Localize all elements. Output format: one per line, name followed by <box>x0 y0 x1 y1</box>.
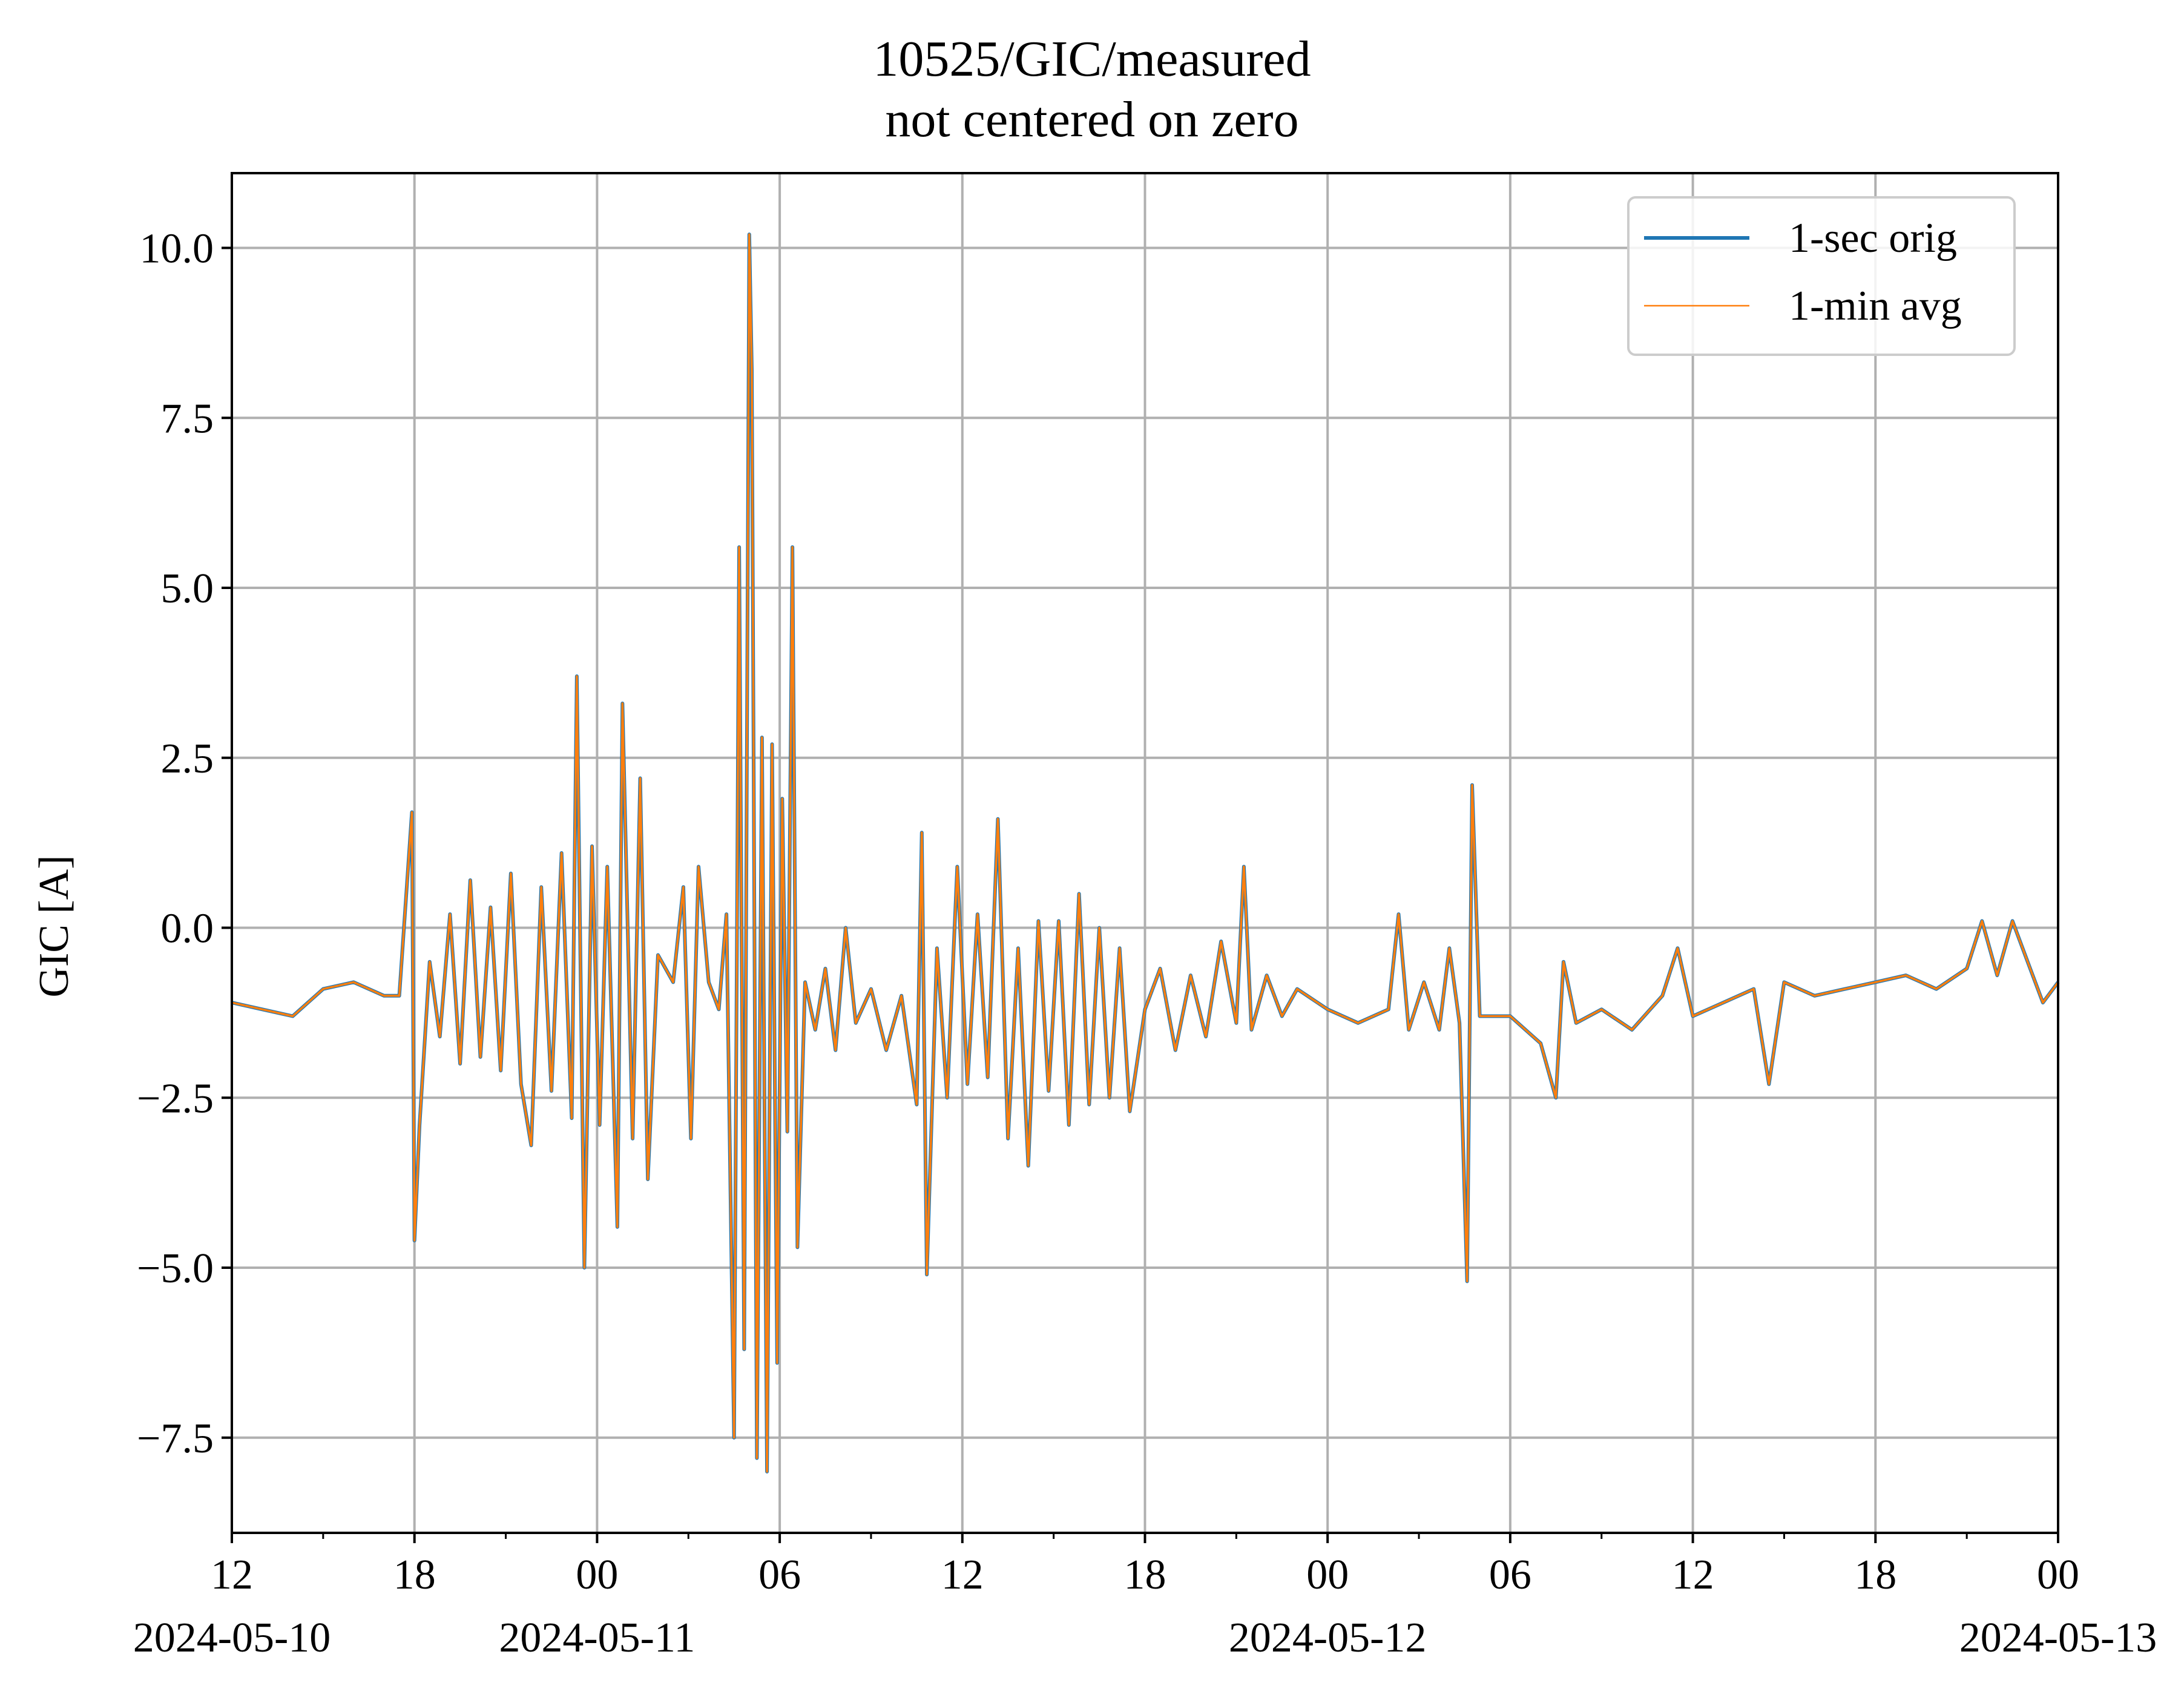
x-tick-label: 06 <box>758 1552 801 1598</box>
series-1-min-avg <box>231 233 2059 1473</box>
x-tick-date-label: 2024-05-10 <box>133 1615 331 1661</box>
y-axis: −7.5 −5.0 −2.5 0.0 2.5 5.0 7.5 10.0 <box>137 226 232 1462</box>
x-tick-label: 18 <box>1124 1552 1166 1598</box>
x-tick-label: 18 <box>393 1552 436 1598</box>
y-axis-label: GIC [A] <box>31 855 77 997</box>
x-tick-label: 12 <box>211 1552 253 1598</box>
x-tick-label: 00 <box>1306 1552 1349 1598</box>
y-tick-label: 2.5 <box>161 736 214 782</box>
grid-lines <box>231 173 2059 1533</box>
x-tick-label: 12 <box>941 1552 984 1598</box>
y-tick-label: −7.5 <box>137 1415 214 1462</box>
series-line-1-min-avg <box>231 233 2059 1473</box>
legend-label-1-sec-orig: 1-sec orig <box>1789 215 1957 262</box>
y-tick-label: 5.0 <box>161 565 214 612</box>
x-tick-date-label: 2024-05-12 <box>1229 1615 1427 1661</box>
y-tick-label: 10.0 <box>140 226 214 272</box>
x-tick-date-label: 2024-05-13 <box>1959 1615 2157 1661</box>
x-axis: 12 2024-05-10 18 00 2024-05-11 06 12 18 00 2024-0… <box>133 1533 2157 1661</box>
x-tick-label: 06 <box>1489 1552 1531 1598</box>
y-tick-label: −2.5 <box>137 1075 214 1122</box>
legend: 1-sec orig 1-min avg <box>1627 196 2016 356</box>
x-tick-label: 12 <box>1672 1552 1714 1598</box>
chart-subtitle: not centered on zero <box>885 91 1299 148</box>
y-tick-label: 7.5 <box>161 395 214 442</box>
x-tick-label: 00 <box>576 1552 618 1598</box>
x-tick-label: 18 <box>1854 1552 1896 1598</box>
y-tick-label: −5.0 <box>137 1245 214 1292</box>
chart-title: 10525/GIC/measured <box>873 31 1311 87</box>
x-tick-label: 00 <box>2037 1552 2079 1598</box>
y-tick-label: 0.0 <box>161 906 214 952</box>
x-tick-date-label: 2024-05-11 <box>499 1615 695 1661</box>
legend-label-1-min-avg: 1-min avg <box>1789 283 1962 329</box>
